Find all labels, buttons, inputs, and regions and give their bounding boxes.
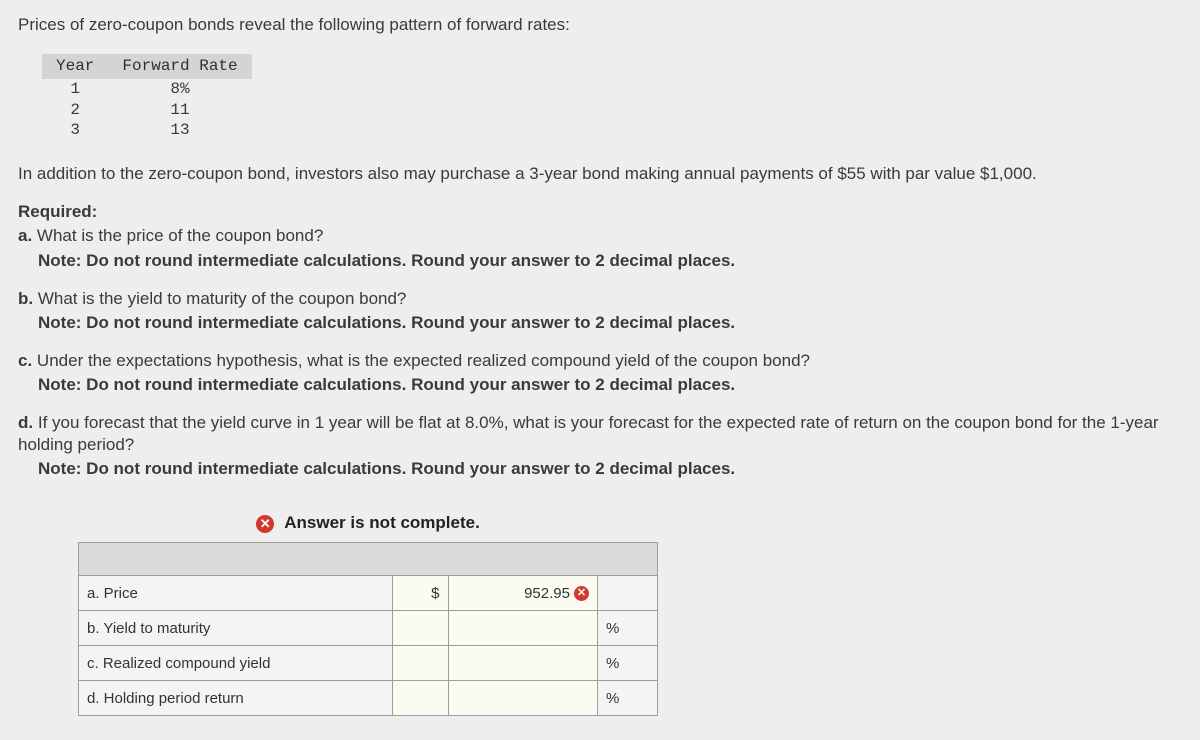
table-row: 3 13 xyxy=(42,120,252,141)
cell-rate: 13 xyxy=(108,120,251,141)
answer-unit: % xyxy=(597,681,657,716)
answer-value-cell[interactable] xyxy=(448,681,597,716)
answer-unit xyxy=(597,576,657,611)
wrong-icon: ✕ xyxy=(574,586,589,601)
table-row: 2 11 xyxy=(42,100,252,121)
forward-rate-table: Year Forward Rate 1 8% 2 11 3 13 xyxy=(42,54,252,141)
incorrect-icon: ✕ xyxy=(256,515,274,533)
question-marker: d. xyxy=(18,413,33,432)
answer-block: ✕ Answer is not complete. a. Price $ 952… xyxy=(78,512,658,716)
question-b: b. What is the yield to maturity of the … xyxy=(18,288,1182,334)
answer-row-d: d. Holding period return % xyxy=(79,681,658,716)
cell-year: 3 xyxy=(42,120,108,141)
col-header-rate: Forward Rate xyxy=(108,54,251,79)
cell-rate: 11 xyxy=(108,100,251,121)
answer-unit: % xyxy=(597,611,657,646)
answer-label: c. Realized compound yield xyxy=(79,646,393,681)
answer-row-b: b. Yield to maturity % xyxy=(79,611,658,646)
required-heading: Required: xyxy=(18,201,1182,223)
intro-text: Prices of zero-coupon bonds reveal the f… xyxy=(18,14,1182,36)
answer-label: a. Price xyxy=(79,576,393,611)
question-text: What is the yield to maturity of the cou… xyxy=(38,289,407,308)
question-note: Note: Do not round intermediate calculat… xyxy=(38,458,1182,480)
answer-label: b. Yield to maturity xyxy=(79,611,393,646)
question-marker: c. xyxy=(18,351,32,370)
question-note: Note: Do not round intermediate calculat… xyxy=(38,250,1182,272)
answer-currency xyxy=(393,681,448,716)
answer-currency: $ xyxy=(393,576,448,611)
question-marker: b. xyxy=(18,289,33,308)
answer-header-blank xyxy=(79,543,658,576)
answer-row-a: a. Price $ 952.95 ✕ xyxy=(79,576,658,611)
answer-row-c: c. Realized compound yield % xyxy=(79,646,658,681)
question-text: If you forecast that the yield curve in … xyxy=(18,413,1159,454)
question-note: Note: Do not round intermediate calculat… xyxy=(38,312,1182,334)
col-header-year: Year xyxy=(42,54,108,79)
answer-value-cell[interactable] xyxy=(448,611,597,646)
answer-value-cell[interactable] xyxy=(448,646,597,681)
answer-status: ✕ Answer is not complete. xyxy=(78,512,658,534)
question-a: a. What is the price of the coupon bond?… xyxy=(18,225,1182,271)
table-row: 1 8% xyxy=(42,79,252,100)
cell-year: 1 xyxy=(42,79,108,100)
answer-currency xyxy=(393,646,448,681)
question-note: Note: Do not round intermediate calculat… xyxy=(38,374,1182,396)
answer-currency xyxy=(393,611,448,646)
cell-rate: 8% xyxy=(108,79,251,100)
addition-text: In addition to the zero-coupon bond, inv… xyxy=(18,163,1182,185)
question-d: d. If you forecast that the yield curve … xyxy=(18,412,1182,480)
answer-status-text: Answer is not complete. xyxy=(284,513,480,532)
question-marker: a. xyxy=(18,226,32,245)
answer-value: 952.95 xyxy=(524,585,570,602)
cell-year: 2 xyxy=(42,100,108,121)
answer-label: d. Holding period return xyxy=(79,681,393,716)
answer-unit: % xyxy=(597,646,657,681)
question-page: Prices of zero-coupon bonds reveal the f… xyxy=(0,0,1200,740)
answer-table: a. Price $ 952.95 ✕ b. Yield to maturity … xyxy=(78,542,658,716)
answer-value-cell[interactable]: 952.95 ✕ xyxy=(448,576,597,611)
question-text: What is the price of the coupon bond? xyxy=(37,226,323,245)
question-text: Under the expectations hypothesis, what … xyxy=(37,351,810,370)
question-c: c. Under the expectations hypothesis, wh… xyxy=(18,350,1182,396)
